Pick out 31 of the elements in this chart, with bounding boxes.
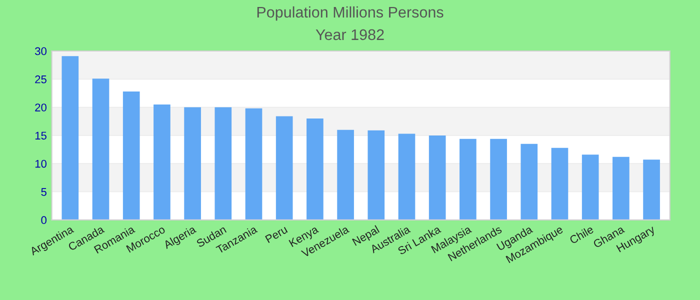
y-tick-label: 5 (41, 188, 46, 196)
bar (276, 116, 293, 220)
bar (643, 160, 660, 220)
bar (184, 107, 201, 220)
bar (398, 134, 416, 220)
y-tick-label: 20 (35, 104, 47, 112)
bar (245, 108, 262, 220)
bar (122, 92, 140, 220)
bar (214, 107, 232, 220)
bar (154, 104, 170, 220)
bar (612, 156, 630, 220)
x-tick-label: Chile (568, 225, 594, 244)
bar (520, 144, 538, 220)
y-tick-label: 30 (35, 47, 47, 56)
chart-subtitle: Year 1982 (316, 29, 384, 40)
bar (428, 135, 446, 220)
x-tick-label: Peru (265, 225, 288, 244)
bar (551, 148, 568, 220)
bar (490, 138, 507, 220)
bar (92, 78, 110, 220)
y-tick-label: 0 (41, 216, 47, 224)
bar (368, 130, 385, 220)
bar (337, 130, 354, 220)
bar (460, 138, 476, 220)
y-tick-label: 15 (35, 132, 46, 140)
bar (306, 118, 324, 220)
y-tick-label: 25 (35, 75, 46, 84)
y-tick-label: 10 (35, 160, 47, 168)
bar (62, 56, 79, 220)
bar (582, 154, 599, 220)
chart-title: Population Millions Persons (257, 6, 444, 21)
